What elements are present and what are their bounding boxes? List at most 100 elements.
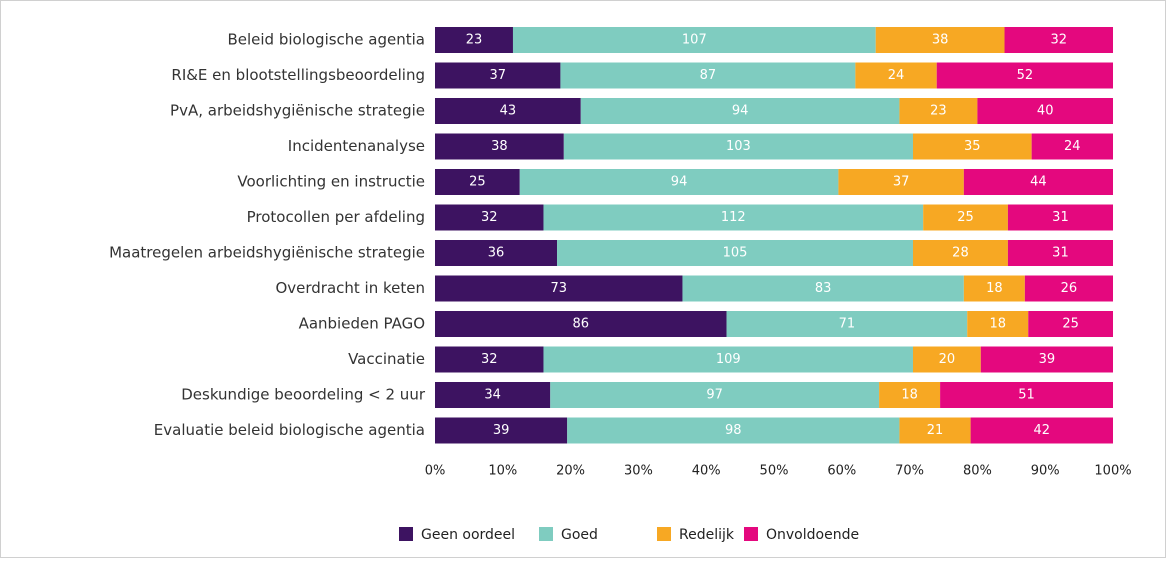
category-label: Aanbieden PAGO [299,315,425,333]
x-tick-label: 30% [624,464,653,479]
x-tick-label: 80% [963,464,992,479]
legend-label: Goed [561,527,598,543]
legend-label: Geen oordeel [421,527,515,543]
bar-segment [550,382,880,408]
bar-segment [435,240,558,266]
data-label: 25 [957,210,974,225]
bar-segment [899,98,978,124]
data-label: 73 [550,281,567,296]
data-label: 34 [484,388,501,403]
bar-segment [967,311,1029,337]
data-label: 51 [1018,388,1035,403]
data-label: 23 [930,104,947,119]
data-label: 98 [725,423,742,438]
bar-segment [980,346,1113,373]
data-label: 25 [1062,317,1079,332]
bar-segment [580,98,900,124]
x-tick-label: 50% [760,464,789,479]
category-label: Protocollen per afdeling [247,208,425,226]
bar-segment [435,382,551,408]
data-label: 25 [469,175,486,190]
bar-segment [963,169,1113,195]
data-label: 31 [1052,210,1069,225]
data-label: 87 [700,68,717,83]
data-label: 31 [1052,246,1069,261]
bar-segment [879,382,941,408]
bar-segment [435,275,683,302]
bar-segment [726,311,968,337]
data-label: 32 [1050,33,1067,48]
data-label: 26 [1061,281,1078,296]
x-tick-label: 0% [425,464,446,479]
bar-segment [519,169,839,195]
bar-segment [899,417,971,444]
data-label: 37 [893,175,910,190]
bar-segment [435,133,564,160]
data-label: 83 [815,281,832,296]
bar-segment [1028,311,1113,337]
legend-label: Redelijk [679,527,735,543]
bar-segment [682,275,964,302]
data-label: 18 [901,388,918,403]
bar-segment [1007,204,1113,231]
data-label: 109 [716,352,741,367]
category-label: Overdracht in keten [275,279,425,297]
data-label: 112 [721,210,746,225]
bar-segment [567,417,900,444]
category-label: Incidentenanalyse [288,137,425,155]
data-label: 28 [952,246,969,261]
legend-swatch [399,527,413,541]
x-tick-label: 40% [692,464,721,479]
category-label: Voorlichting en instructie [237,173,425,191]
data-label: 21 [927,423,944,438]
bar-segment [923,204,1008,231]
data-label: 43 [500,104,517,119]
bar-segment [435,27,513,53]
category-label: Deskundige beoordeling < 2 uur [181,386,426,404]
bar-segment [563,133,913,160]
data-label: 86 [572,317,589,332]
bar-segment [435,417,568,444]
data-label: 103 [726,139,751,154]
data-label: 94 [671,175,688,190]
category-label: PvA, arbeidshygiënische strategie [170,102,425,120]
legend-swatch [744,527,758,541]
bar-segment [1004,27,1113,53]
bar-segment [1024,275,1113,302]
data-label: 38 [932,33,949,48]
category-label: Evaluatie beleid biologische agentia [154,421,425,439]
category-label: Beleid biologische agentia [227,31,425,49]
data-label: 18 [986,281,1003,296]
data-label: 39 [493,423,510,438]
data-label: 35 [964,139,981,154]
data-label: 36 [488,246,505,261]
bar-segment [435,62,561,89]
data-label: 37 [489,68,506,83]
x-tick-label: 100% [1094,464,1131,479]
x-tick-label: 70% [895,464,924,479]
bar-segment [977,98,1113,124]
bar-segment [1007,240,1113,266]
x-tick-label: 20% [556,464,585,479]
bar-segment [435,311,727,337]
bar-segment [543,346,913,373]
data-label: 39 [1039,352,1056,367]
data-label: 44 [1030,175,1047,190]
data-label: 20 [939,352,956,367]
bar-segment [557,240,913,266]
data-label: 24 [1064,139,1081,154]
category-label: Vaccinatie [348,350,425,368]
bar-segment [912,133,1032,160]
data-label: 71 [839,317,856,332]
category-label: Maatregelen arbeidshygiënische strategie [109,244,425,262]
bar-segment [855,62,937,89]
legend-swatch [657,527,671,541]
legend-label: Onvoldoende [766,527,859,543]
data-label: 18 [989,317,1006,332]
data-label: 42 [1034,423,1051,438]
bar-segment [543,204,924,231]
bar-segment [435,346,544,373]
bar-segment [512,27,876,53]
bar-segment [435,169,520,195]
